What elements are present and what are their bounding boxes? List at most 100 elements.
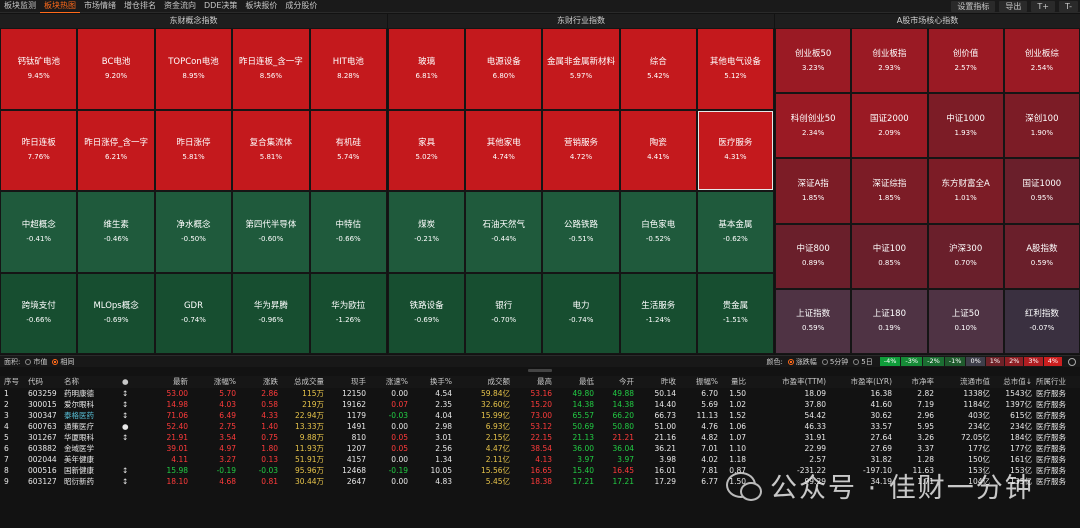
heatmap-cell[interactable]: 银行 -0.70% [465, 272, 543, 354]
heatmap-cell[interactable]: 其他家电 4.74% [465, 109, 543, 191]
heatmap-cell[interactable]: 石油天然气 -0.44% [465, 191, 543, 273]
heatmap-cell[interactable]: 贵金属 -1.51% [696, 272, 774, 354]
tab-1[interactable]: 板块监测 [4, 1, 36, 10]
column-header[interactable]: 总成交量 [294, 377, 324, 386]
heatmap-cell[interactable]: 铁路设备 -0.69% [388, 272, 466, 354]
radio-button[interactable] [821, 358, 828, 365]
heatmap-cell[interactable]: 基本金属 -0.62% [696, 191, 774, 273]
table-row[interactable]: 2 300015 爱尔眼科 ↕ 14.98 4.03 0.58 219万 19162 0.07 2.… [0, 399, 1080, 410]
column-header[interactable]: 序号 [4, 377, 19, 386]
heatmap-cell[interactable]: 营销服务 4.72% [542, 109, 620, 191]
table-row[interactable]: 1 603259 药明康德 ↕ 53.00 5.70 2.86 115万 12150 0.00 4.… [0, 388, 1080, 399]
tab-2[interactable]: 板块热图 [40, 0, 80, 13]
heatmap-cell[interactable]: 昨日连板_含一字 8.56% [232, 28, 310, 110]
radio-button[interactable] [25, 358, 32, 365]
heatmap-cell[interactable]: 医疗服务 4.31% [696, 109, 774, 191]
radio-button[interactable] [52, 358, 59, 365]
heatmap-cell[interactable]: 昨日连板 7.76% [0, 109, 78, 191]
heatmap-cell[interactable]: 钙钛矿电池 9.45% [0, 28, 78, 110]
column-header[interactable]: 涨跌 [263, 377, 278, 386]
table-row[interactable]: 8 000516 国新健康 ↕ 15.98 -0.19 -0.03 95.96万 12468 -0… [0, 465, 1080, 476]
table-row[interactable]: 5 301267 华厦眼科 ↕ 21.91 3.54 0.75 9.88万 810 0.05 3.0… [0, 432, 1080, 443]
column-header[interactable]: 总市值↓ [1003, 377, 1032, 386]
toolbar-button-2[interactable]: 导出 [999, 1, 1028, 12]
heatmap-cell[interactable]: 创业板指 2.93% [851, 28, 928, 94]
table-row[interactable]: 9 603127 昭衍新药 ↕ 18.10 4.68 0.81 30.44万 2647 0.00 4… [0, 476, 1080, 487]
toolbar-button-3[interactable]: T+ [1031, 1, 1055, 12]
heatmap-cell[interactable]: 华为昇腾 -0.96% [232, 272, 310, 354]
column-header[interactable]: 成交额 [487, 377, 511, 386]
heatmap-cell[interactable]: 深证A指 1.85% [775, 158, 852, 224]
heatmap-cell[interactable]: 创价值 2.57% [927, 28, 1004, 94]
column-header[interactable]: 涨幅% [213, 377, 236, 386]
column-header[interactable]: 市盈率(TTM) [782, 377, 826, 386]
column-header[interactable]: 现手 [351, 377, 366, 386]
heatmap-cell[interactable]: 华为欧拉 -1.26% [309, 272, 387, 354]
splitter-handle[interactable] [528, 369, 552, 372]
tab-8[interactable]: 成分股价 [285, 1, 318, 10]
heatmap-cell[interactable]: 国证2000 2.09% [851, 93, 928, 159]
heatmap-cell[interactable]: BC电池 9.20% [77, 28, 155, 110]
column-header[interactable]: 最低 [579, 377, 594, 386]
column-header[interactable]: ● [122, 377, 129, 386]
heatmap-cell[interactable]: 上证指数 0.59% [775, 288, 852, 354]
toolbar-button-1[interactable]: 设置指标 [951, 1, 996, 12]
tab-7[interactable]: 板块报价 [245, 1, 278, 10]
column-header[interactable]: 所属行业 [1036, 377, 1066, 386]
column-header[interactable]: 市盈率(LYR) [850, 377, 892, 386]
gear-icon[interactable] [1068, 357, 1076, 366]
column-header[interactable]: 名称 [64, 377, 79, 386]
heatmap-cell[interactable]: 煤炭 -0.21% [388, 191, 466, 273]
heatmap-cell[interactable]: 昨日涨停 5.81% [154, 109, 233, 191]
heatmap-cell[interactable]: HIT电池 8.28% [309, 28, 387, 110]
heatmap-cell[interactable]: 上证50 0.10% [927, 288, 1004, 354]
heatmap-cell[interactable]: MLOps概念 -0.69% [77, 272, 155, 354]
column-header[interactable]: 昨收 [661, 377, 676, 386]
column-header[interactable]: 最新 [173, 377, 188, 386]
heatmap-cell[interactable]: 净水概念 -0.50% [154, 191, 233, 273]
heatmap-cell[interactable]: 金属非金属新材料 5.97% [542, 28, 620, 110]
heatmap-cell[interactable]: 科创创业50 2.34% [775, 93, 852, 159]
heatmap-cell[interactable]: 第四代半导体 -0.60% [232, 191, 310, 273]
heatmap-cell[interactable]: 生活服务 -1.24% [619, 272, 697, 354]
heatmap-cell[interactable]: 深创100 1.90% [1003, 93, 1080, 159]
column-header[interactable]: 最高 [537, 377, 552, 386]
heatmap-cell[interactable]: 红利指数 -0.07% [1003, 288, 1080, 354]
heatmap-cell[interactable]: 昨日涨停_含一字 6.21% [77, 109, 155, 191]
heatmap-cell[interactable]: 创业板综 2.54% [1003, 28, 1080, 94]
column-header[interactable]: 代码 [28, 377, 43, 386]
heatmap-cell[interactable]: 中证100 0.85% [851, 223, 928, 289]
tab-6[interactable]: DDE决策 [204, 1, 238, 10]
heatmap-cell[interactable]: 沪深300 0.70% [927, 223, 1004, 289]
heatmap-cell[interactable]: 跨境支付 -0.66% [0, 272, 78, 354]
heatmap-cell[interactable]: A股指数 0.59% [1003, 223, 1080, 289]
heatmap-cell[interactable]: 创业板50 3.23% [775, 28, 852, 94]
heatmap-cell[interactable]: GDR -0.74% [154, 272, 233, 354]
heatmap-cell[interactable]: 家具 5.02% [388, 109, 466, 191]
heatmap-cell[interactable]: 中证1000 1.93% [927, 93, 1004, 159]
heatmap-cell[interactable]: 中超概念 -0.41% [0, 191, 78, 273]
heatmap-cell[interactable]: 中证800 0.89% [775, 223, 852, 289]
heatmap-cell[interactable]: 维生素 -0.46% [77, 191, 155, 273]
heatmap-cell[interactable]: 东方财富全A 1.01% [927, 158, 1004, 224]
heatmap-cell[interactable]: 综合 5.42% [619, 28, 697, 110]
column-header[interactable]: 振幅% [695, 377, 718, 386]
tab-3[interactable]: 市场情绪 [84, 1, 116, 10]
tab-4[interactable]: 增仓排名 [124, 1, 156, 10]
heatmap-cell[interactable]: 其他电气设备 5.12% [696, 28, 774, 110]
column-header[interactable]: 量比 [731, 377, 746, 386]
heatmap-cell[interactable]: 国证1000 0.95% [1003, 158, 1080, 224]
heatmap-cell[interactable]: 上证180 0.19% [851, 288, 928, 354]
column-header[interactable]: 换手% [429, 377, 452, 386]
heatmap-cell[interactable]: 玻璃 6.81% [388, 28, 466, 110]
table-row[interactable]: 4 600763 通策医疗 ● 52.40 2.75 1.40 13.33万 1491 0.00 2… [0, 421, 1080, 432]
table-row[interactable]: 3 300347 泰格医药 ↕ 71.06 6.49 4.33 22.94万 1179 -0.03… [0, 410, 1080, 421]
heatmap-cell[interactable]: 公路铁路 -0.51% [542, 191, 620, 273]
heatmap-cell[interactable]: 白色家电 -0.52% [619, 191, 697, 273]
column-header[interactable]: 流通市值 [960, 377, 990, 386]
column-header[interactable]: 今开 [619, 377, 634, 386]
toolbar-button-4[interactable]: T- [1058, 1, 1078, 12]
heatmap-cell[interactable]: 电力 -0.74% [542, 272, 620, 354]
heatmap-cell[interactable]: 有机硅 5.74% [309, 109, 387, 191]
heatmap-cell[interactable]: 陶瓷 4.41% [619, 109, 697, 191]
